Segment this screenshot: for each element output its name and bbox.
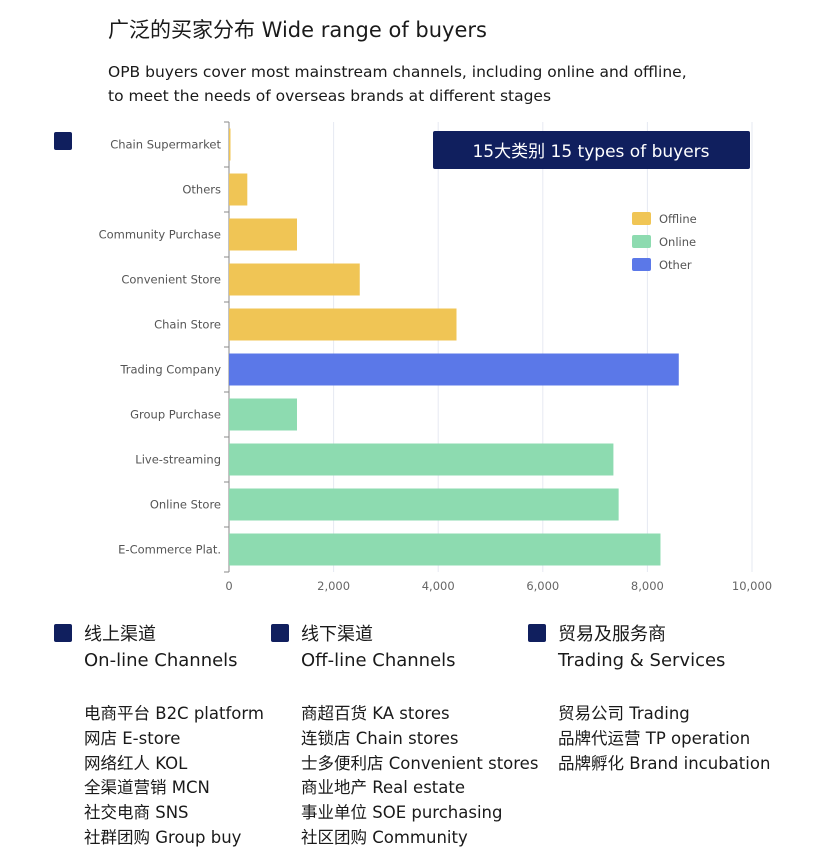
list-item: 士多便利店 Convenient stores [301, 753, 539, 773]
section-list: 贸易公司 Trading 品牌代运营 TP operation 品牌孵化 Bra… [558, 702, 770, 776]
section-title-en: Off-line Channels [301, 650, 456, 671]
bar [229, 398, 297, 431]
x-tick-label: 10,000 [732, 579, 772, 593]
bar [229, 128, 231, 161]
list-item: 社群团购 Group buy [84, 827, 242, 847]
list-item: 电商平台 B2C platform [84, 704, 264, 723]
list-item: 品牌孵化 Brand incubation [558, 753, 771, 773]
subtitle-line-1: OPB buyers cover most mainstream channel… [108, 63, 687, 81]
subtitle-line-2: to meet the needs of overseas brands at … [108, 87, 552, 105]
bar [229, 443, 614, 476]
section-title-en: On-line Channels [84, 650, 238, 671]
section-title-zh: 线下渠道 [301, 624, 373, 645]
x-tick-label: 4,000 [422, 579, 455, 593]
list-item: 社交电商 SNS [84, 803, 189, 823]
page-title: 广泛的买家分布 Wide range of buyers [108, 18, 487, 42]
list-item: 商业地产 Real estate [301, 778, 466, 798]
bar [229, 173, 248, 206]
category-label: Trading Company [119, 363, 221, 377]
x-tick-label: 8,000 [631, 579, 664, 593]
section-title-en: Trading & Services [558, 650, 726, 671]
category-label: E-Commerce Plat. [118, 543, 221, 557]
legend-swatch [632, 258, 651, 271]
section-marker-square [54, 624, 72, 642]
section-title-zh: 线上渠道 [84, 624, 156, 645]
category-label: Convenient Store [121, 273, 221, 287]
legend-swatch [632, 235, 651, 248]
bar [229, 218, 297, 251]
list-item: 贸易公司 Trading [558, 704, 690, 723]
category-label: Group Purchase [130, 408, 221, 422]
category-label: Live-streaming [135, 453, 221, 467]
list-item: 网店 E-store [84, 728, 181, 748]
list-item: 品牌代运营 TP operation [558, 728, 751, 748]
page-subtitle: OPB buyers cover most mainstream channel… [108, 60, 687, 108]
legend-label: Offline [659, 212, 697, 226]
x-tick-label: 6,000 [526, 579, 559, 593]
bar [229, 488, 619, 521]
section-marker-square [528, 624, 546, 642]
section-list: 商超百货 KA stores 连锁店 Chain stores 士多便利店 Co… [301, 702, 538, 851]
section-list: 电商平台 B2C platform 网店 E-store 网络红人 KOL 全渠… [84, 702, 264, 851]
category-label: Chain Supermarket [110, 138, 221, 152]
list-item: 网络红人 KOL [84, 753, 188, 773]
section-marker-square [271, 624, 289, 642]
bar [229, 353, 679, 386]
category-label: Chain Store [154, 318, 221, 332]
list-item: 全渠道营销 MCN [84, 778, 210, 798]
banner-box [433, 131, 750, 169]
list-item: 社区团购 Community [301, 827, 468, 847]
bar [229, 263, 360, 296]
banner-text: 15大类别 15 types of buyers [472, 142, 709, 162]
category-label: Others [182, 183, 221, 197]
legend-label: Other [659, 258, 692, 272]
list-item: 商超百货 KA stores [301, 704, 450, 723]
x-tick-label: 0 [225, 579, 232, 593]
section-title-zh: 贸易及服务商 [558, 624, 666, 645]
category-label: Community Purchase [99, 228, 221, 242]
legend-label: Online [659, 235, 696, 249]
bar-chart: Chain Supermarket Others Community Purchas… [99, 121, 772, 593]
bar [229, 533, 661, 566]
list-item: 事业单位 SOE purchasing [301, 803, 503, 823]
legend-swatch [632, 212, 651, 225]
bar [229, 308, 457, 341]
chart-marker-square [54, 132, 72, 150]
category-label: Online Store [150, 498, 221, 512]
list-item: 连锁店 Chain stores [301, 728, 459, 748]
x-tick-label: 2,000 [317, 579, 350, 593]
